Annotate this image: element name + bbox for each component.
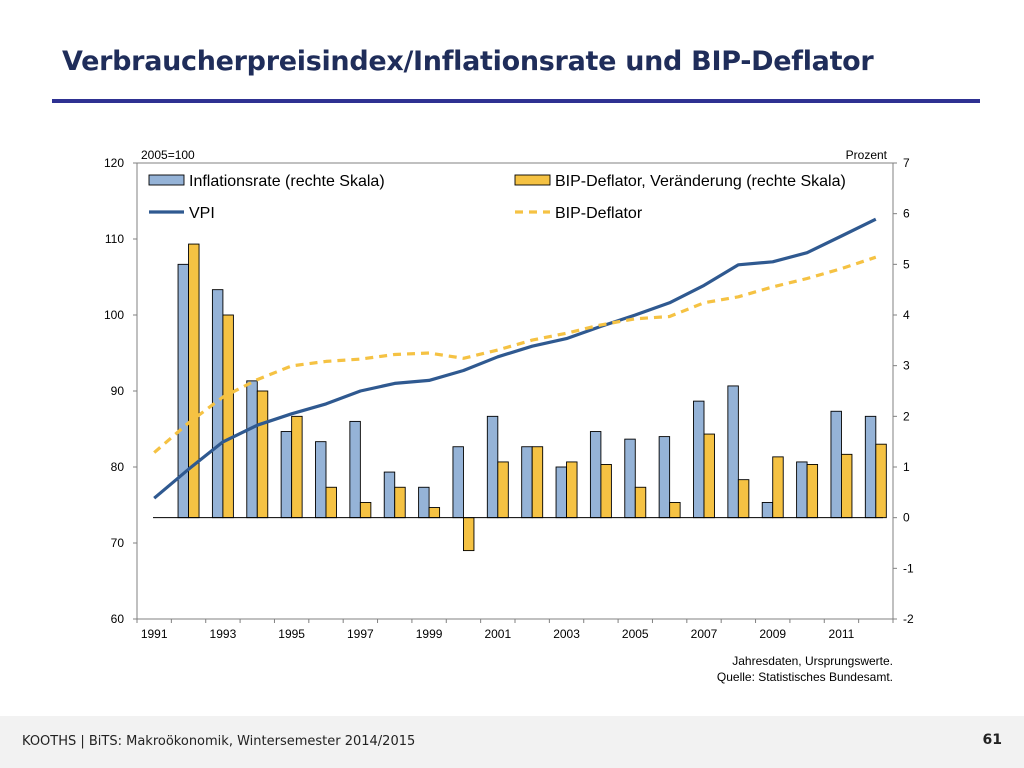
x-axis-ticks: 1991 1993 1995 1997 1999 2001 2003 2005 2007 2009… [136, 619, 894, 641]
x-tick-label: 2001 [484, 627, 511, 641]
bar-bip-deflator-change-2010 [806, 464, 819, 519]
x-tick-label: 1997 [347, 627, 374, 641]
bar-inflationsrate-1994 [246, 380, 258, 519]
bar-inflationsrate-2004 [589, 431, 602, 519]
chart-note-data: Jahresdaten, Ursprungswerte. [732, 654, 893, 668]
bar-bip-deflator-change-2009 [772, 456, 784, 519]
right-tick-label: 2 [903, 409, 910, 423]
right-tick-label: 5 [903, 257, 910, 271]
left-tick-label: 80 [111, 460, 125, 474]
x-tick-label: 1999 [416, 627, 443, 641]
bar-inflationsrate-2009 [761, 502, 774, 519]
bar-bip-deflator-change-2011 [841, 453, 853, 519]
page-number: 61 [982, 732, 1002, 748]
legend-label: BIP-Deflator [555, 205, 643, 222]
legend-swatch [148, 174, 185, 186]
bar-bip-deflator-change-1994 [256, 390, 269, 519]
x-tick-label: 1995 [278, 627, 305, 641]
right-tick-label: 1 [903, 460, 910, 474]
title-rule [52, 99, 980, 103]
left-axis-unit-label: 2005=100 [141, 148, 195, 162]
right-tick-label: 3 [903, 359, 910, 373]
right-axis-ticks: -2 -1 0 1 2 3 4 5 6 7 [893, 156, 914, 626]
x-tick-label: 1993 [210, 627, 237, 641]
right-tick-label: 7 [903, 156, 910, 170]
legend-label: Inflationsrate (rechte Skala) [189, 173, 385, 190]
legend-label: VPI [189, 205, 215, 222]
chart-note-source: Quelle: Statistisches Bundesamt. [717, 670, 893, 684]
right-tick-label: -2 [903, 612, 914, 626]
bar-inflationsrate-2006 [658, 436, 671, 519]
bar-inflationsrate-1995 [280, 431, 293, 519]
left-tick-label: 90 [111, 384, 125, 398]
left-tick-label: 100 [104, 308, 124, 322]
left-axis-ticks: 60 70 80 90 100 110 120 [104, 156, 137, 626]
right-axis-unit-label: Prozent [846, 148, 888, 162]
left-tick-label: 70 [111, 536, 125, 550]
legend: Inflationsrate (rechte Skala) BIP-Deflato… [148, 173, 846, 222]
left-tick-label: 110 [105, 232, 124, 246]
line-bip-deflator [153, 255, 877, 454]
slide-title: Verbraucherpreisindex/Inflationsrate und… [62, 46, 874, 77]
bar-inflationsrate-1998 [383, 471, 396, 519]
right-tick-label: 0 [903, 511, 910, 525]
bar-bip-deflator-change-1996 [325, 486, 337, 519]
bar-bip-deflator-change-2012 [875, 443, 887, 519]
x-tick-label: 2005 [622, 627, 649, 641]
bar-bip-deflator-change-1995 [291, 415, 303, 519]
lines-layer [153, 217, 877, 500]
bar-inflationsrate-2011 [830, 410, 842, 519]
bar-inflationsrate-2010 [796, 461, 808, 519]
bar-bip-deflator-change-2005 [634, 486, 647, 519]
x-tick-label: 1991 [141, 627, 168, 641]
bar-bip-deflator-change-2008 [737, 479, 750, 519]
bar-bip-deflator-change-1992 [188, 243, 200, 519]
bar-bip-deflator-change-2000 [463, 517, 475, 552]
bar-bip-deflator-change-2004 [600, 464, 612, 519]
left-tick-label: 60 [111, 612, 125, 626]
bar-inflationsrate-2001 [486, 415, 499, 519]
bar-bip-deflator-change-2001 [497, 461, 509, 519]
bar-bip-deflator-change-1997 [359, 502, 372, 519]
bar-inflationsrate-2003 [555, 466, 567, 519]
right-tick-label: 4 [903, 308, 910, 322]
bar-bip-deflator-change-2006 [669, 502, 681, 519]
x-tick-label: 2011 [829, 627, 855, 641]
bar-inflationsrate-2008 [727, 385, 739, 519]
bar-bip-deflator-change-1998 [394, 486, 406, 519]
bar-bip-deflator-change-2003 [566, 461, 578, 519]
right-tick-label: 6 [903, 207, 910, 221]
bar-inflationsrate-2012 [864, 415, 877, 519]
x-tick-label: 2007 [691, 627, 718, 641]
bar-inflationsrate-1996 [315, 441, 327, 519]
footer-text: KOOTHS | BiTS: Makroökonomik, Winterseme… [22, 734, 416, 749]
x-tick-label: 2003 [553, 627, 580, 641]
legend-swatch [514, 174, 551, 186]
bar-bip-deflator-change-2007 [703, 433, 715, 519]
right-tick-label: -1 [903, 561, 914, 575]
bar-bip-deflator-change-1993 [222, 314, 234, 519]
bar-inflationsrate-2005 [624, 438, 636, 519]
bars-layer [177, 243, 887, 552]
footer-bar [0, 716, 1024, 768]
bar-inflationsrate-2000 [452, 446, 464, 519]
legend-label: BIP-Deflator, Veränderung (rechte Skala) [555, 173, 846, 190]
line-vpi [153, 217, 877, 500]
bar-inflationsrate-1997 [349, 420, 361, 519]
bar-inflationsrate-2002 [521, 446, 533, 519]
bar-bip-deflator-change-2002 [531, 446, 544, 519]
left-tick-label: 120 [104, 156, 124, 170]
bar-inflationsrate-1999 [418, 486, 430, 519]
bar-inflationsrate-2007 [693, 400, 705, 519]
bar-inflationsrate-1992 [177, 263, 189, 519]
x-tick-label: 2009 [759, 627, 786, 641]
bar-bip-deflator-change-1999 [428, 507, 441, 519]
